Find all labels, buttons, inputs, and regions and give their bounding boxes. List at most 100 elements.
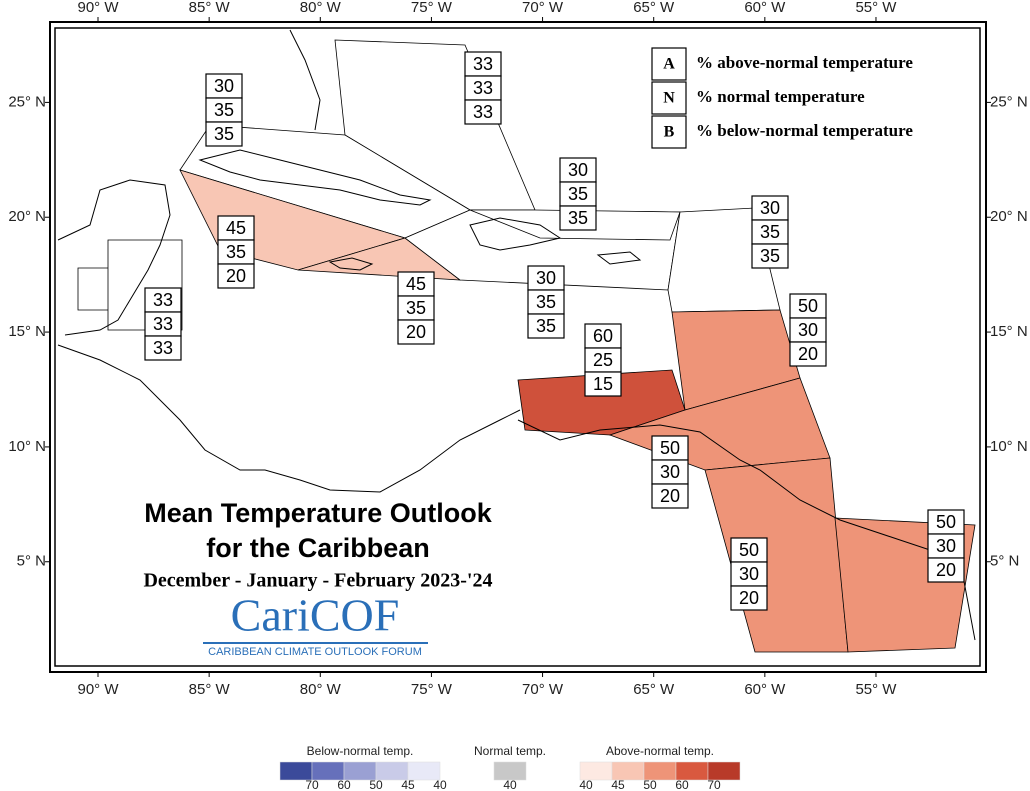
region-probability: 60	[593, 326, 613, 346]
label-box	[527, 313, 565, 339]
period: December - January - February 2023-'24	[143, 570, 492, 592]
region-probability: 35	[214, 100, 234, 120]
region-probability: 30	[798, 320, 818, 340]
colorbar-tick: 50	[369, 778, 383, 791]
colorbar-tick: 40	[579, 778, 593, 791]
region-probability: 25	[593, 350, 613, 370]
key-box	[651, 47, 687, 81]
puerto-rico	[596, 251, 642, 265]
lon-label: 75° W	[411, 0, 453, 16]
region-probability: 35	[214, 124, 234, 144]
region-probability: 30	[936, 536, 956, 556]
title: Mean Temperature Outlook	[144, 498, 493, 528]
label-box	[789, 341, 827, 367]
region-probability: 20	[739, 588, 759, 608]
region-probability: 20	[936, 560, 956, 580]
label-box	[651, 483, 689, 509]
lat-label: 10° N	[990, 438, 1028, 455]
label-box	[527, 289, 565, 315]
lat-label: 25° N	[990, 93, 1028, 110]
label-box	[144, 311, 182, 337]
hispaniola	[469, 217, 562, 251]
key-box	[651, 81, 687, 115]
region-probability: 30	[660, 462, 680, 482]
lon-label: 75° W	[411, 681, 453, 698]
label-box	[559, 157, 597, 183]
lon-label: 85° W	[189, 681, 231, 698]
label-box	[584, 323, 622, 349]
colorbar-tick: 70	[707, 778, 721, 791]
lon-label: 90° W	[78, 681, 120, 698]
region-probability: 30	[568, 160, 588, 180]
region-probability: 50	[660, 438, 680, 458]
label-box	[217, 215, 255, 241]
label-box	[397, 295, 435, 321]
lon-label: 80° W	[300, 681, 342, 698]
key-text: % normal temperature	[696, 87, 865, 106]
label-box	[559, 205, 597, 231]
label-box	[651, 459, 689, 485]
lon-label: 90° W	[78, 0, 120, 16]
colorbar-title: Normal temp.	[474, 744, 546, 758]
lon-label: 65° W	[633, 0, 675, 16]
region-probability: 20	[226, 266, 246, 286]
label-box	[464, 51, 502, 77]
region-probability: 50	[798, 296, 818, 316]
region-probability: 35	[760, 222, 780, 242]
label-box	[789, 317, 827, 343]
region-probability: 30	[739, 564, 759, 584]
region-probability: 50	[936, 512, 956, 532]
colorbar-title: Above-normal temp.	[606, 744, 714, 758]
florida	[289, 29, 321, 131]
key-text: % above-normal temperature	[696, 53, 913, 72]
colorbar-tick: 60	[675, 778, 689, 791]
colorbar-cell	[493, 761, 527, 781]
region-probability: 33	[473, 102, 493, 122]
lat-label: 5° N	[990, 553, 1019, 570]
lon-label: 65° W	[633, 681, 675, 698]
label-box	[751, 243, 789, 269]
lon-label: 80° W	[300, 0, 342, 16]
coastlines	[57, 29, 976, 641]
map-frame	[49, 21, 987, 673]
cuba	[198, 149, 432, 206]
lat-label: 5° N	[17, 553, 46, 570]
region-probability: 33	[153, 290, 173, 310]
lat-label: 20° N	[8, 208, 46, 225]
label-box	[464, 99, 502, 125]
key-letter: B	[664, 124, 675, 141]
label-box	[217, 239, 255, 265]
label-box	[205, 121, 243, 147]
key-box	[651, 115, 687, 149]
region-probability: 35	[568, 208, 588, 228]
colorbar-title: Below-normal temp.	[307, 744, 414, 758]
lon-label: 55° W	[855, 0, 897, 16]
region-probability: 20	[798, 344, 818, 364]
label-box	[730, 561, 768, 587]
region-probability: 35	[536, 292, 556, 312]
lon-label: 70° W	[522, 681, 564, 698]
region-probability: 30	[214, 76, 234, 96]
region-probability: 35	[406, 298, 426, 318]
key-letter: A	[663, 56, 675, 73]
region-probability: 30	[760, 198, 780, 218]
region-probability: 20	[406, 322, 426, 342]
lon-label: 85° W	[189, 0, 231, 16]
lon-label: 60° W	[744, 681, 786, 698]
colorbar-cell	[707, 761, 741, 781]
lon-label: 60° W	[744, 0, 786, 16]
axes: 90° W 90° W 85° W 85° W 80° W 80° W 75° W 75° W…	[8, 0, 1027, 698]
label-box	[927, 557, 965, 583]
region-probability: 33	[473, 78, 493, 98]
region-probability: 50	[739, 540, 759, 560]
region-probability: 35	[536, 316, 556, 336]
label-box	[144, 335, 182, 361]
title: for the Caribbean	[206, 533, 430, 563]
colorbar-tick: 45	[401, 778, 415, 791]
logo: CariCOF	[231, 590, 400, 641]
label-box	[584, 347, 622, 373]
region-probability: 45	[226, 218, 246, 238]
colorbar-cell	[407, 761, 441, 781]
logo-subtitle: CARIBBEAN CLIMATE OUTLOOK FORUM	[208, 646, 422, 658]
